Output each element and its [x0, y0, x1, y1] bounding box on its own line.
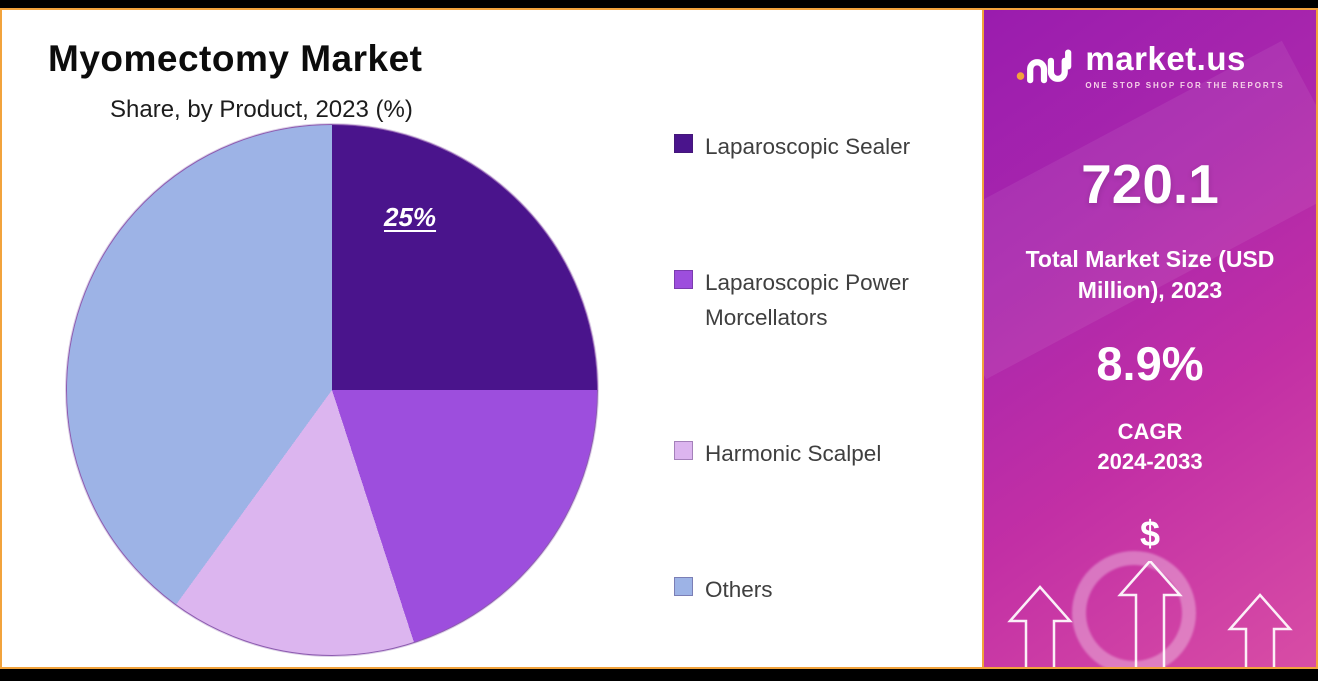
cagr-value: 8.9% [1096, 337, 1204, 391]
logo-text-block: market.us ONE STOP SHOP FOR THE REPORTS [1085, 40, 1284, 90]
cagr-label-line2: 2024-2033 [1097, 448, 1203, 474]
legend-label: Laparoscopic Sealer [705, 134, 911, 159]
logo-wordmark: market.us [1085, 40, 1246, 77]
legend-swatch-icon [674, 270, 693, 290]
pie-slice-data-label: 25% [384, 202, 437, 232]
legend-label: Laparoscopic Power Morcellators [705, 270, 909, 330]
legend-swatch-icon [674, 134, 693, 153]
legend-item: Laparoscopic Power Morcellators [674, 266, 974, 336]
legend-item: Others [674, 573, 974, 608]
cagr-label: CAGR 2024-2033 [1097, 417, 1202, 476]
pie-chart [66, 124, 598, 656]
legend-label: Others [705, 577, 773, 603]
legend-label: Harmonic Scalpel [705, 441, 882, 467]
infographic-frame: Myomectomy Market Share, by Product, 202… [0, 8, 1318, 669]
legend-swatch-icon [674, 577, 693, 597]
legend-item: Laparoscopic Sealer [674, 130, 974, 165]
chart-title: Myomectomy Market [48, 38, 423, 79]
chart-legend: Laparoscopic Sealer Laparoscopic Power M… [674, 130, 974, 608]
chart-subtitle: Share, by Product, 2023 (%) [110, 96, 413, 123]
pie-chart-container: 25% [66, 124, 598, 656]
logo-tagline: ONE STOP SHOP FOR THE REPORTS [1085, 81, 1285, 90]
legend-item: Harmonic Scalpel [674, 437, 974, 472]
stats-sidebar: market.us ONE STOP SHOP FOR THE REPORTS … [982, 10, 1316, 667]
growth-arrows-icon [1007, 561, 1293, 667]
legend-swatch-icon [674, 441, 693, 461]
dollar-symbol: $ [1139, 513, 1161, 554]
market-size-label: Total Market Size (USD Million), 2023 [1025, 246, 1275, 304]
chart-area: Myomectomy Market Share, by Product, 202… [2, 10, 982, 667]
marketus-logo-icon [1017, 49, 1072, 84]
market-size-value: 720.1 [1081, 153, 1219, 215]
cagr-label-line1: CAGR [1117, 419, 1183, 445]
marketus-logo: market.us ONE STOP SHOP FOR THE REPORTS [1015, 40, 1284, 90]
